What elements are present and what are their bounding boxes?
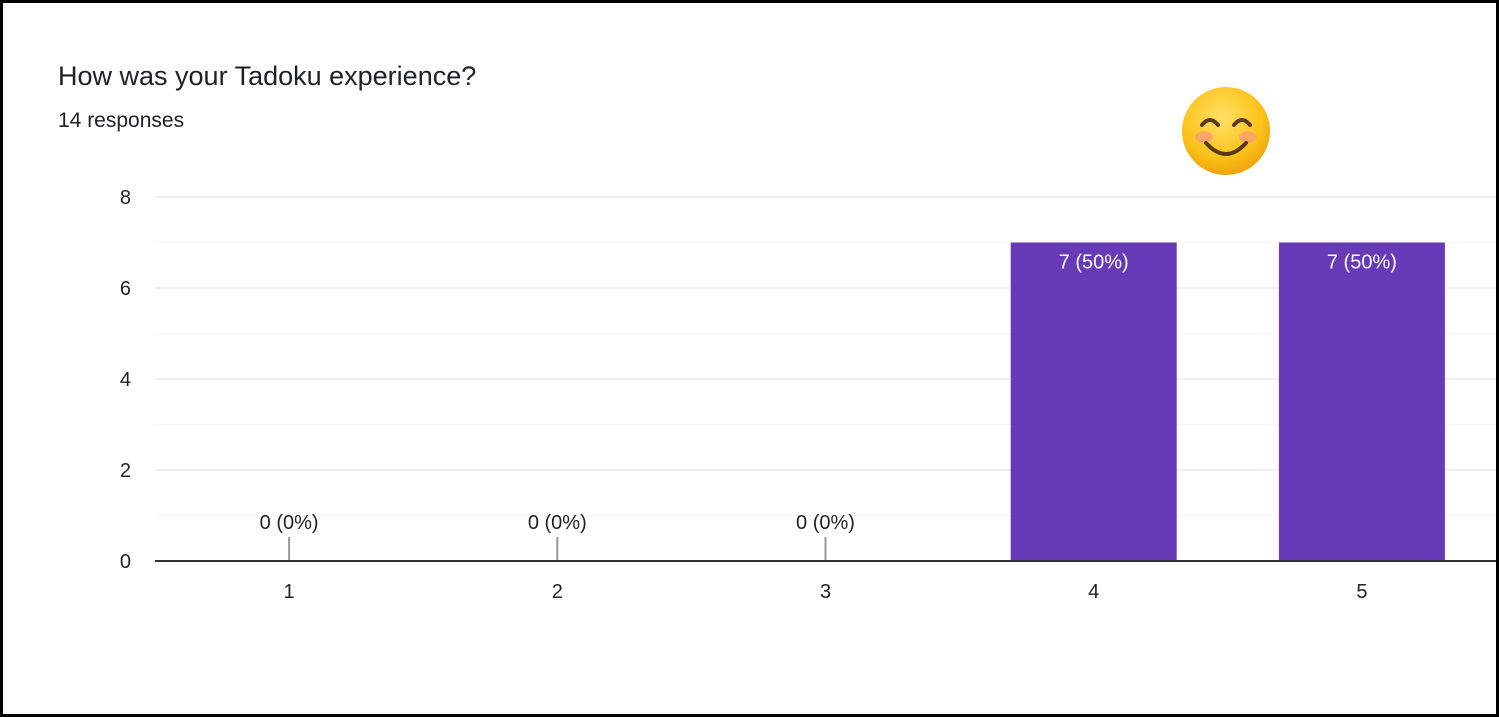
bar-4 [1010, 242, 1177, 561]
chart-title: How was your Tadoku experience? [58, 61, 477, 91]
x-tick-label: 5 [1356, 581, 1367, 603]
y-tick-label: 8 [120, 187, 131, 209]
smiling-face-icon [1182, 87, 1270, 175]
x-tick-label: 1 [284, 581, 295, 603]
bar-data-label: 0 (0%) [796, 512, 855, 534]
bar-data-label: 0 (0%) [260, 512, 319, 534]
bar-chart: 0 2 4 6 8 0 (0%) 1 0 (0%) 2 0 (0%) 3 7 (50%) 4 7 (50%… [120, 187, 1496, 603]
bar-data-label: 7 (50%) [1327, 252, 1397, 274]
x-tick-label: 2 [552, 581, 563, 603]
bar-data-label: 0 (0%) [528, 512, 587, 534]
bar-data-label: 7 (50%) [1059, 252, 1129, 274]
y-tick-label: 6 [120, 278, 131, 300]
y-tick-label: 2 [120, 460, 131, 482]
x-tick-label: 4 [1088, 581, 1099, 603]
bar-5 [1278, 242, 1445, 561]
response-count: 14 responses [58, 109, 185, 132]
y-tick-label: 0 [120, 551, 131, 573]
x-tick-label: 3 [820, 581, 831, 603]
y-tick-label: 4 [120, 369, 131, 391]
